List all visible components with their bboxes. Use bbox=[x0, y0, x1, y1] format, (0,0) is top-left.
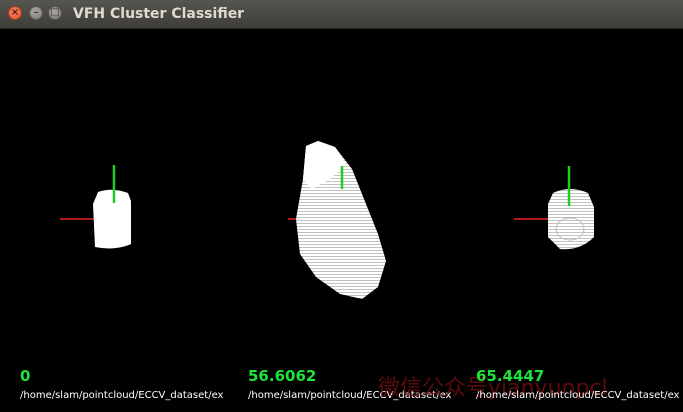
cluster-1-path: /home/slam/pointcloud/ECCV_dataset/ex bbox=[20, 390, 224, 401]
title-bar: × – □ VFH Cluster Classifier bbox=[0, 0, 683, 29]
cylinder-cloud bbox=[93, 189, 131, 249]
render-viewport[interactable]: 0 /home/slam/pointcloud/ECCV_dataset/ex … bbox=[0, 29, 683, 412]
cluster-3-cloud bbox=[514, 166, 594, 250]
cluster-1-score: 0 bbox=[20, 367, 31, 385]
close-icon[interactable]: × bbox=[8, 6, 22, 20]
cluster-1-cloud bbox=[60, 165, 131, 249]
watermark: 微信公众号yianyunpcl bbox=[378, 376, 608, 401]
maximize-icon[interactable]: □ bbox=[48, 6, 62, 20]
window-title: VFH Cluster Classifier bbox=[73, 6, 245, 22]
cluster-2-cloud bbox=[288, 141, 386, 299]
cluster-3-score: 65.4447 bbox=[476, 367, 545, 385]
cluster-top-cloud bbox=[303, 141, 346, 189]
minimize-icon[interactable]: – bbox=[29, 6, 43, 20]
cylinder-rim bbox=[555, 217, 585, 241]
cluster-2-score: 56.6062 bbox=[248, 367, 317, 385]
cluster-3-path: /home/slam/pointcloud/ECCV_dataset/ex bbox=[476, 390, 680, 401]
point-cloud-scene bbox=[60, 141, 594, 299]
cluster-2-path: /home/slam/pointcloud/ECCV_dataset/ex bbox=[248, 390, 452, 401]
